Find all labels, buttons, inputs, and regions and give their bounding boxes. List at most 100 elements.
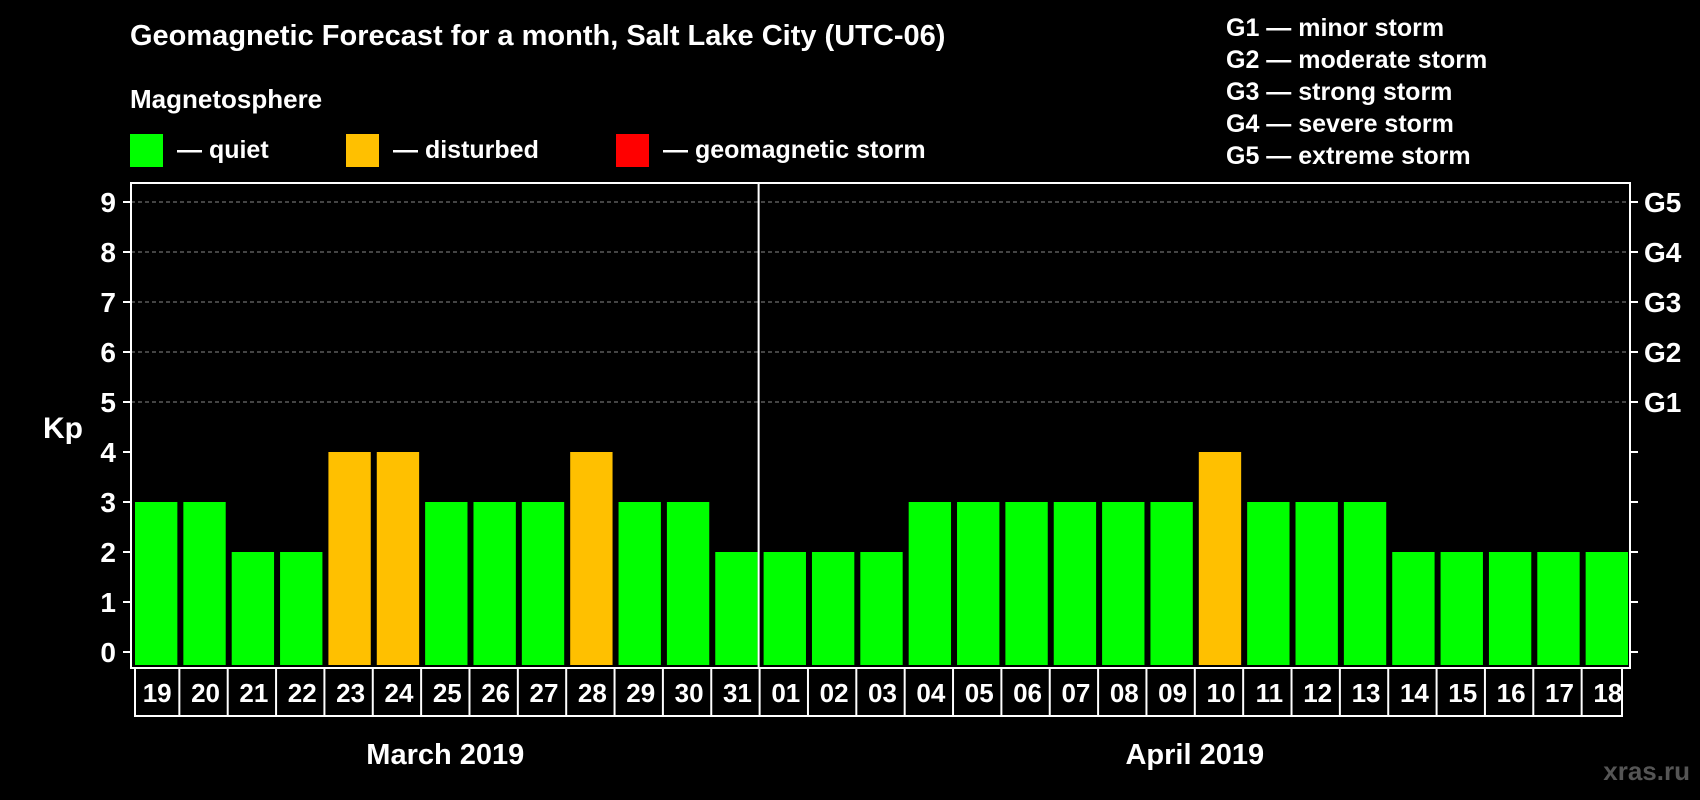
g-level-label: G4 — [1644, 237, 1682, 268]
y-tick-label: 6 — [100, 337, 116, 368]
x-tick-label: 19 — [143, 678, 172, 708]
x-tick-label: 14 — [1400, 678, 1429, 708]
x-tick-label: 05 — [965, 678, 994, 708]
bar — [231, 552, 275, 665]
bar — [1488, 552, 1532, 665]
x-tick-label: 09 — [1158, 678, 1187, 708]
legend-disturbed: — disturbed — [346, 133, 539, 167]
y-axis-label: Kp — [43, 412, 83, 445]
x-tick-label: 21 — [239, 678, 268, 708]
legend-disturbed-label: — disturbed — [393, 135, 539, 164]
bar — [908, 502, 952, 665]
disturbed-swatch — [346, 133, 379, 167]
storm-scale: G1 — minor storm G2 — moderate storm G3 … — [1226, 12, 1487, 172]
bar — [666, 502, 710, 665]
x-tick-label: 03 — [868, 678, 897, 708]
x-tick-label: 25 — [433, 678, 462, 708]
month-label: March 2019 — [366, 739, 524, 771]
legend-quiet-label: — quiet — [177, 135, 269, 164]
legend-storm-label: — geomagnetic storm — [663, 135, 926, 164]
bar — [763, 552, 806, 665]
g-level-label: G1 — [1644, 387, 1681, 418]
y-tick-label: 7 — [100, 287, 116, 318]
x-tick-label: 28 — [578, 678, 607, 708]
x-tick-label: 15 — [1448, 678, 1477, 708]
x-tick-label: 12 — [1303, 678, 1332, 708]
bar — [425, 502, 468, 665]
bar — [1537, 552, 1580, 665]
month-label: April 2019 — [1125, 739, 1264, 771]
x-tick-label: 07 — [1061, 678, 1090, 708]
x-tick-label: 31 — [723, 678, 752, 708]
magnetosphere-heading: Magnetosphere — [130, 84, 323, 114]
x-tick-label: 08 — [1110, 678, 1139, 708]
bar — [811, 552, 855, 665]
g-level-label: G2 — [1644, 337, 1681, 368]
x-tick-label: 16 — [1497, 678, 1526, 708]
x-tick-label: 23 — [336, 678, 365, 708]
x-tick-label: 17 — [1545, 678, 1574, 708]
bar — [1392, 552, 1435, 665]
bar — [618, 502, 661, 665]
bar — [1150, 502, 1193, 665]
y-tick-label: 5 — [100, 387, 116, 418]
storm-scale-g1: G1 — minor storm — [1226, 14, 1445, 42]
chart-title: Geomagnetic Forecast for a month, Salt L… — [130, 20, 946, 52]
y-tick-label: 4 — [100, 437, 116, 468]
date-strip — [134, 667, 1623, 717]
bar — [521, 502, 565, 665]
bar — [1005, 502, 1048, 665]
storm-swatch — [616, 133, 649, 167]
bar — [1343, 502, 1387, 665]
x-tick-label: 22 — [288, 678, 317, 708]
x-tick-label: 04 — [916, 678, 945, 708]
legend-storm: — geomagnetic storm — [616, 133, 926, 167]
bar — [1102, 502, 1145, 665]
x-tick-label: 20 — [191, 678, 220, 708]
bar — [1198, 452, 1242, 665]
bar — [183, 502, 226, 665]
bar — [135, 502, 178, 665]
bar — [1585, 552, 1628, 665]
storm-scale-g5: G5 — extreme storm — [1226, 142, 1471, 170]
x-tick-label: 24 — [384, 678, 413, 708]
storm-scale-g2: G2 — moderate storm — [1226, 46, 1488, 74]
bar — [1053, 502, 1097, 665]
y-tick-label: 8 — [100, 237, 116, 268]
y-tick-label: 1 — [100, 587, 116, 618]
x-tick-label: 01 — [771, 678, 800, 708]
bar — [280, 552, 323, 665]
bar — [570, 452, 613, 665]
x-tick-label: 06 — [1013, 678, 1042, 708]
watermark: xras.ru — [1603, 756, 1690, 786]
bar — [328, 452, 371, 665]
x-tick-label: 11 — [1256, 678, 1284, 708]
g-level-label: G3 — [1644, 287, 1681, 318]
bar — [957, 502, 1000, 665]
bar — [376, 452, 420, 665]
bar — [1440, 552, 1483, 665]
storm-scale-g3: G3 — strong storm — [1226, 78, 1453, 106]
bar — [1247, 502, 1290, 665]
x-tick-label: 18 — [1593, 678, 1622, 708]
y-tick-label: 2 — [100, 537, 116, 568]
x-tick-label: 02 — [820, 678, 849, 708]
y-tick-label: 3 — [100, 487, 116, 518]
quiet-swatch — [130, 133, 163, 167]
y-tick-label: 0 — [100, 637, 116, 668]
x-tick-label: 10 — [1207, 678, 1236, 708]
g-level-label: G5 — [1644, 187, 1681, 218]
x-tick-label: 30 — [675, 678, 704, 708]
bar — [1295, 502, 1338, 665]
bar — [860, 552, 903, 665]
storm-scale-g4: G4 — severe storm — [1226, 110, 1454, 138]
x-tick-label: 29 — [626, 678, 655, 708]
bar — [715, 552, 758, 665]
y-tick-label: 9 — [100, 187, 116, 218]
x-tick-label: 27 — [530, 678, 559, 708]
x-tick-label: 26 — [481, 678, 510, 708]
legend-quiet: — quiet — [130, 133, 269, 167]
bar — [473, 502, 516, 665]
x-tick-label: 13 — [1352, 678, 1381, 708]
